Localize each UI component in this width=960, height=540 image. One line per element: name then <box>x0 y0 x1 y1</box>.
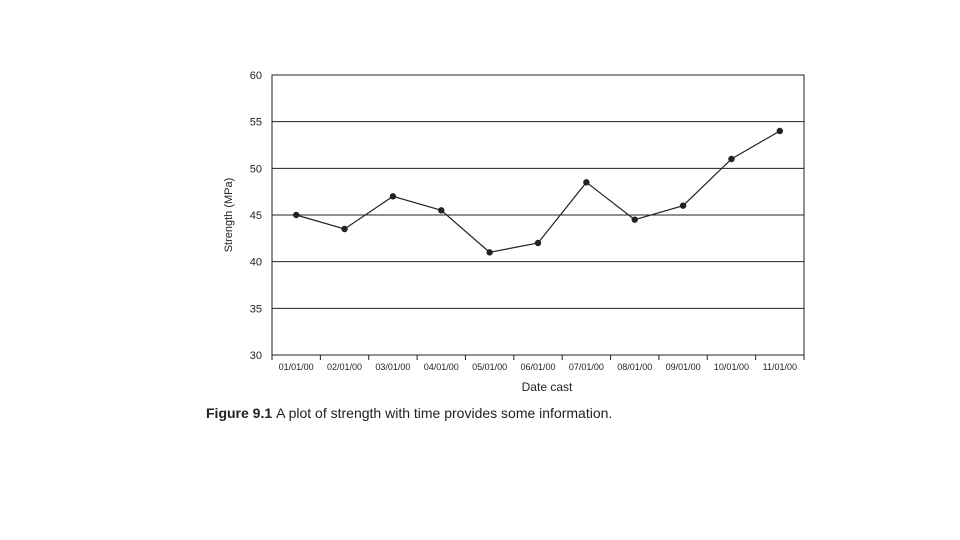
x-tick-label: 10/01/00 <box>714 362 749 372</box>
y-tick-label: 35 <box>250 303 262 315</box>
data-point <box>534 239 542 247</box>
x-tick-label: 09/01/00 <box>666 362 701 372</box>
figure-caption-label: Figure 9.1 <box>206 405 273 421</box>
x-axis-ticks: 01/01/00 02/01/00 03/01/00 04/01/00 05/01/00… <box>271 355 805 372</box>
data-point <box>341 225 348 233</box>
series-group <box>292 127 784 256</box>
y-axis-label: Strength (MPa) <box>223 178 235 253</box>
data-point <box>292 211 300 219</box>
y-tick-label: 30 <box>250 350 262 362</box>
x-tick-label: 01/01/00 <box>279 362 314 372</box>
y-tick-label: 40 <box>250 257 262 269</box>
y-tick-label: 60 <box>250 70 262 82</box>
x-tick-label: 05/01/00 <box>472 362 507 372</box>
figure-caption-text: A plot of strength with time provides so… <box>276 405 613 421</box>
figure-caption: Figure 9.1 A plot of strength with time p… <box>206 405 612 421</box>
data-point <box>631 216 638 223</box>
x-tick-label: 02/01/00 <box>327 362 362 372</box>
data-point <box>583 179 590 186</box>
data-point <box>679 202 687 209</box>
y-axis-ticks: 30 35 40 45 50 55 60 <box>250 70 262 362</box>
y-tick-label: 50 <box>250 163 262 175</box>
x-tick-label: 03/01/00 <box>375 362 410 372</box>
data-point <box>776 127 784 135</box>
data-point <box>728 155 735 163</box>
y-tick-label: 45 <box>250 210 262 222</box>
x-tick-label: 08/01/00 <box>617 362 652 372</box>
x-tick-label: 06/01/00 <box>520 362 555 372</box>
gridlines <box>272 121 804 309</box>
x-tick-label: 07/01/00 <box>569 362 604 372</box>
x-tick-label: 04/01/00 <box>424 362 459 372</box>
data-point <box>389 193 397 200</box>
x-tick-label: 11/01/00 <box>763 362 797 372</box>
data-point <box>438 207 445 214</box>
data-point <box>486 249 493 256</box>
x-axis-label: Date cast <box>522 380 573 394</box>
y-tick-label: 55 <box>250 117 262 129</box>
